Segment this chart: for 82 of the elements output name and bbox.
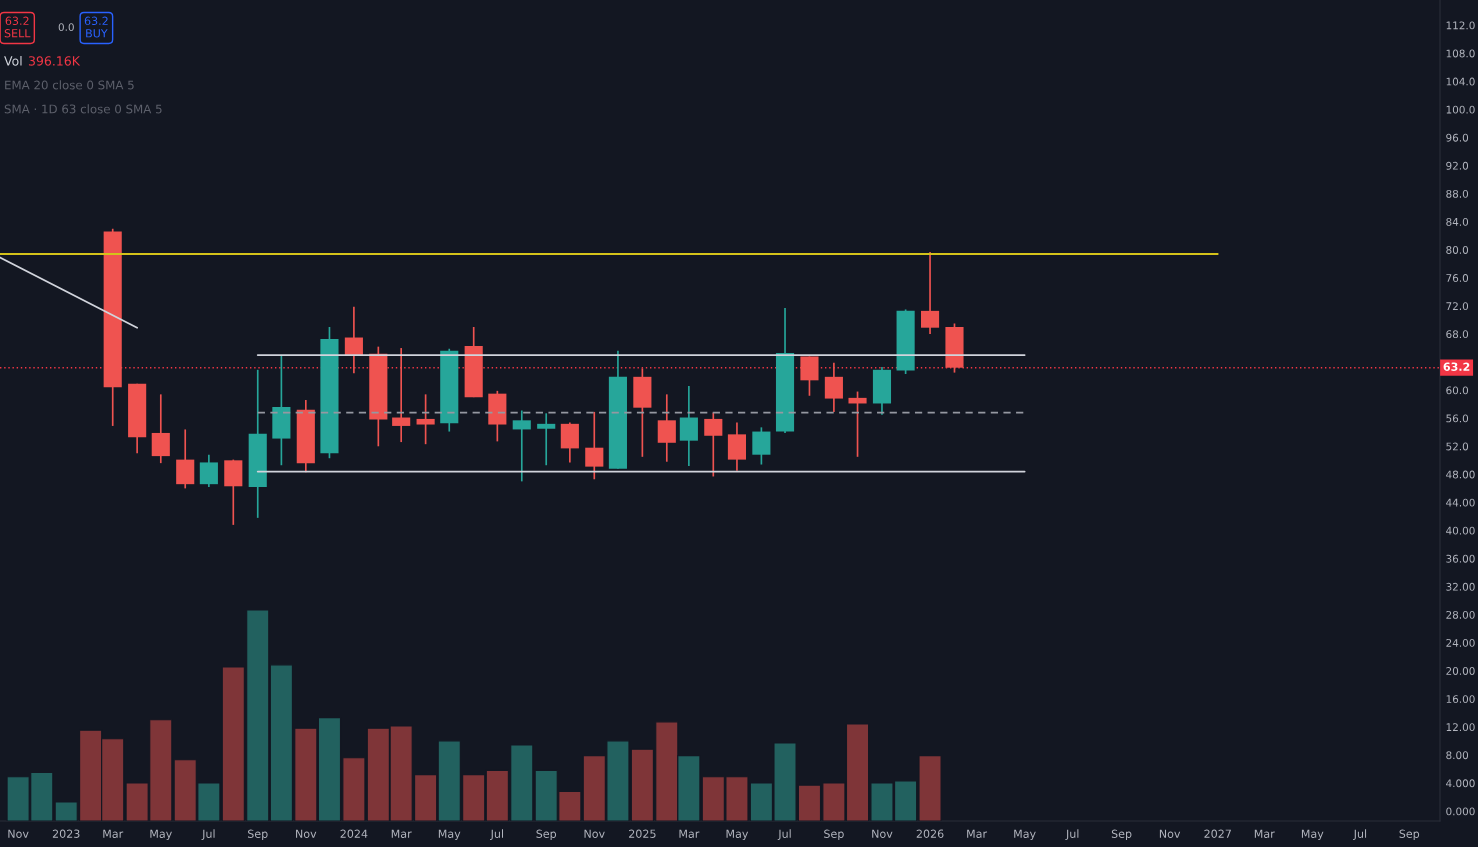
x-tick-label: May	[1014, 829, 1036, 841]
y-tick-label: 56.0	[1446, 414, 1469, 423]
x-tick-label: 2026	[916, 829, 944, 838]
y-tick-label: 0.000	[1446, 807, 1475, 816]
x-tick-label: 2024	[340, 829, 368, 838]
x-tick-label: May	[150, 829, 172, 841]
candlestick	[657, 393, 676, 463]
x-tick-label: Mar	[679, 829, 700, 838]
y-tick-label: 108.0	[1446, 49, 1475, 58]
candlestick	[585, 411, 604, 481]
candlestick	[344, 305, 363, 375]
x-tick-label: Nov	[872, 829, 893, 838]
x-tick-label: Jul	[490, 829, 503, 840]
candlestick	[752, 426, 771, 466]
y-tick-label: 48.00	[1446, 470, 1475, 479]
x-tick-label: 2025	[629, 829, 656, 838]
annotation: 0.0	[58, 23, 74, 32]
y-tick-label: 52.0	[1446, 442, 1469, 451]
x-tick-label: Mar	[103, 829, 124, 838]
x-tick-label: Nov	[584, 829, 605, 838]
candlestick	[679, 385, 698, 467]
y-tick-label: 32.00	[1446, 582, 1475, 591]
y-tick-label: 92.0	[1446, 161, 1469, 170]
x-tick-label: Sep	[1111, 829, 1132, 841]
y-tick-label: 68.0	[1446, 330, 1469, 339]
ref-line-label: 63.2	[1443, 362, 1470, 371]
y-tick-label: 100.0	[1446, 105, 1475, 114]
candlestick	[920, 251, 940, 335]
annotation: SMA · 1D 63 close 0 SMA 5	[4, 104, 162, 114]
y-tick-label: 76.0	[1446, 274, 1469, 282]
x-tick-label: May	[726, 829, 749, 841]
candlestick	[848, 390, 867, 458]
x-tick-label: 2023	[52, 829, 80, 838]
y-tick-label: 20.00	[1446, 667, 1475, 675]
annotation: 63.2 BUY	[84, 16, 108, 38]
y-tick-label: 24.00	[1446, 638, 1475, 647]
y-tick-label: 28.00	[1446, 610, 1475, 619]
candlestick	[416, 393, 435, 446]
y-tick-label: 104.0	[1446, 77, 1475, 86]
y-tick-label: 80.0	[1446, 246, 1469, 254]
x-tick-label: Sep	[1399, 829, 1420, 841]
y-tick-label: 88.0	[1446, 189, 1469, 198]
annotation: EMA 20 close 0 SMA 5	[5, 80, 134, 90]
x-tick-label: Sep	[536, 829, 557, 841]
y-tick-label: 8.00	[1446, 751, 1469, 760]
candlestick	[824, 361, 843, 413]
x-tick-label: Jul	[1065, 829, 1079, 840]
x-tick-label: Mar	[967, 829, 988, 838]
y-tick-label: 12.00	[1446, 723, 1475, 732]
x-tick-label: Jul	[201, 829, 215, 840]
y-tick-label: 96.0	[1446, 133, 1469, 142]
x-tick-label: Nov	[296, 829, 317, 838]
annotation: 63.2 SELL	[4, 16, 31, 38]
candlestick	[537, 412, 556, 467]
candlestick	[704, 411, 723, 478]
y-tick-label: 40.00	[1446, 526, 1475, 535]
y-tick-label: 72.0	[1446, 302, 1469, 311]
x-tick-label: 2027	[1204, 829, 1231, 838]
x-tick-label: Nov	[8, 829, 29, 838]
candlestick	[151, 393, 170, 464]
x-tick-label: Mar	[391, 829, 412, 838]
candlestick	[392, 347, 411, 443]
y-tick-label: 84.0	[1446, 217, 1469, 226]
y-tick-label: 16.00	[1446, 695, 1475, 704]
y-tick-label: 44.00	[1446, 498, 1475, 507]
candlestick	[199, 453, 218, 488]
y-tick-label: 112.0	[1446, 21, 1475, 30]
candlestick	[512, 409, 531, 483]
y-tick-label: 36.00	[1446, 554, 1475, 563]
annotation: 396.16K	[28, 56, 81, 66]
x-tick-label: Jul	[1353, 829, 1367, 840]
x-tick-label: Mar	[1254, 829, 1275, 838]
x-tick-label: May	[438, 829, 461, 841]
x-tick-label: Nov	[1159, 829, 1181, 838]
x-tick-label: Sep	[247, 829, 268, 841]
y-tick-label: 4.000	[1446, 779, 1475, 788]
x-tick-label: Sep	[824, 829, 844, 841]
annotation: Vol	[4, 55, 22, 66]
x-tick-label: May	[1301, 829, 1324, 841]
y-tick-label: 60.0	[1446, 386, 1469, 395]
candlestick	[800, 355, 819, 397]
x-tick-label: Jul	[777, 829, 791, 840]
